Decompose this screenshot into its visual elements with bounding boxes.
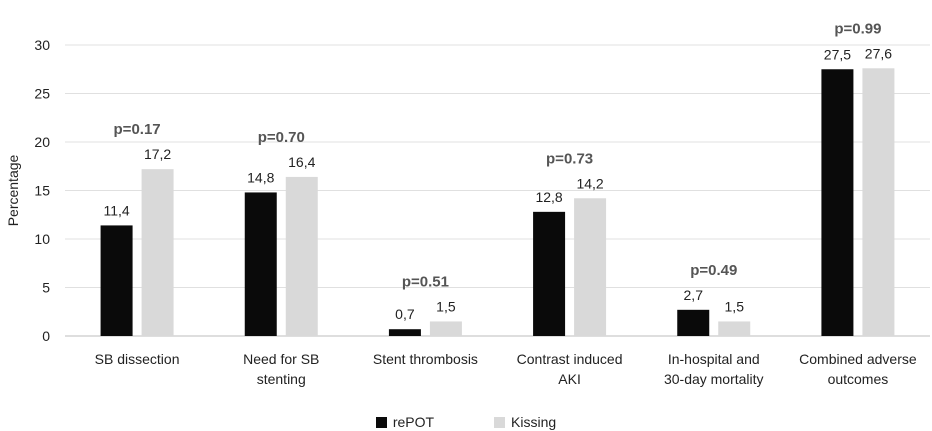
- legend-swatch-repot: [376, 417, 387, 428]
- legend-swatch-kissing: [494, 417, 505, 428]
- data-label: 2,7: [684, 287, 704, 303]
- data-label: 16,4: [288, 154, 315, 170]
- category-label: AKI: [558, 371, 581, 387]
- bar-kissing: [286, 177, 318, 336]
- data-label: 11,4: [103, 202, 129, 218]
- legend: rePOT Kissing: [0, 413, 932, 431]
- category-label: SB dissection: [95, 351, 180, 367]
- y-tick-label: 30: [34, 37, 50, 53]
- bar-repot: [389, 329, 421, 336]
- bar-kissing: [718, 321, 750, 336]
- legend-item-kissing: Kissing: [494, 413, 556, 431]
- y-tick-label: 5: [42, 280, 50, 296]
- bar-kissing: [142, 169, 174, 336]
- data-label: 0,7: [395, 306, 415, 322]
- data-label: 27,6: [865, 45, 892, 61]
- data-label: 17,2: [144, 146, 171, 162]
- p-value-annotations: p=0.17 p=0.70 p=0.51 p=0.73 p=0.49 p=0.99: [114, 20, 882, 290]
- data-label: 12,8: [535, 189, 562, 205]
- category-label: In-hospital and: [668, 351, 760, 367]
- category-labels: SB dissection Need for SB stenting Stent th…: [95, 351, 917, 387]
- gridlines: [65, 45, 930, 336]
- bar-kissing: [430, 321, 462, 336]
- category-label: Contrast induced: [517, 351, 623, 367]
- data-label: 14,8: [247, 169, 274, 185]
- category-label: Combined adverse: [799, 351, 917, 367]
- bar-repot: [533, 212, 565, 336]
- category-label: 30-day mortality: [664, 371, 764, 387]
- p-value-label: p=0.73: [546, 150, 593, 167]
- y-axis-ticks: 0 5 10 15 20 25 30: [34, 37, 50, 344]
- data-label: 27,5: [824, 46, 851, 62]
- bar-repot: [677, 310, 709, 336]
- y-tick-label: 25: [34, 86, 50, 102]
- category-label: Need for SB: [243, 351, 319, 367]
- category-label: stenting: [257, 371, 306, 387]
- bar-kissing: [574, 198, 606, 336]
- category-label: outcomes: [828, 371, 889, 387]
- y-tick-label: 0: [42, 328, 50, 344]
- p-value-label: p=0.70: [258, 129, 305, 146]
- y-tick-label: 10: [34, 231, 50, 247]
- category-label: Stent thrombosis: [373, 351, 478, 367]
- bar-repot: [101, 225, 133, 336]
- bar-repot: [821, 69, 853, 336]
- p-value-label: p=0.17: [114, 121, 161, 138]
- data-label: 14,2: [576, 175, 603, 191]
- y-tick-label: 20: [34, 134, 50, 150]
- data-label: 1,5: [725, 298, 745, 314]
- legend-item-repot: rePOT: [376, 413, 434, 431]
- p-value-label: p=0.99: [834, 20, 881, 37]
- p-value-label: p=0.49: [690, 262, 737, 279]
- p-value-label: p=0.51: [402, 273, 449, 290]
- legend-label-repot: rePOT: [393, 414, 434, 430]
- y-tick-label: 15: [34, 183, 50, 199]
- bar-chart: 0 5 10 15 20 25 30 Percentage 11,4 17,2 14,8 16,4…: [0, 0, 932, 412]
- legend-label-kissing: Kissing: [511, 414, 556, 430]
- bar-kissing: [862, 68, 894, 336]
- data-label: 1,5: [436, 298, 456, 314]
- bar-repot: [245, 192, 277, 336]
- y-axis-label: Percentage: [5, 154, 21, 226]
